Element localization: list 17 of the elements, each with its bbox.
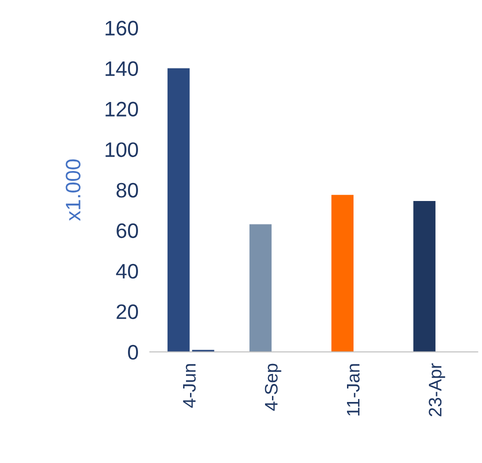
bar: [249, 224, 272, 352]
y-tick-label: 60: [116, 223, 138, 238]
y-tick-label: 100: [106, 142, 138, 158]
bar: [331, 194, 354, 352]
y-tick-label: 0: [128, 344, 138, 360]
x-tick-label: 11-Jan: [347, 364, 360, 416]
x-tick-label: 4-Jun: [183, 364, 196, 408]
bar: [413, 200, 436, 352]
y-tick-label: 80: [116, 182, 138, 198]
y-axis-title: x1.000: [66, 159, 80, 221]
x-tick-label: 23-Apr: [428, 363, 446, 416]
y-tick-label: 20: [116, 304, 138, 320]
y-tick-label: 160: [106, 20, 138, 36]
y-tick-label: 140: [106, 61, 138, 76]
y-tick-label: 40: [116, 264, 138, 279]
y-tick-label: 120: [106, 102, 138, 117]
x-tick-label: 4-Sep: [264, 364, 282, 411]
